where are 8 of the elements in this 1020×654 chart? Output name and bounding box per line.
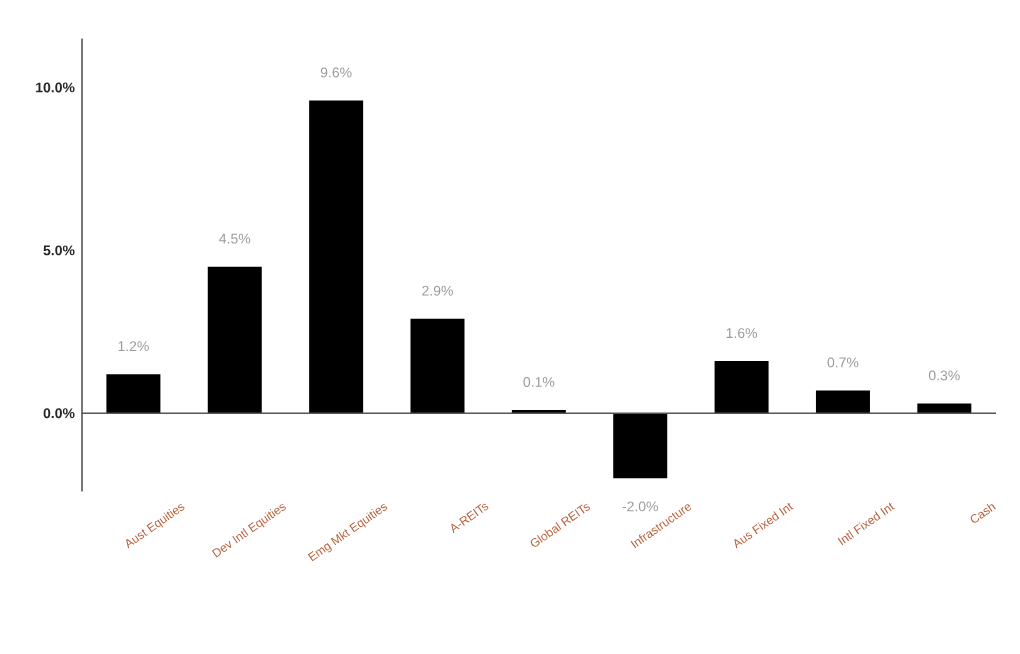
bar	[613, 413, 668, 479]
bar	[207, 266, 262, 414]
bar	[917, 403, 972, 414]
bar	[714, 361, 769, 414]
bar	[106, 374, 161, 414]
bar	[410, 318, 465, 414]
bar	[815, 390, 870, 414]
bar	[309, 100, 364, 414]
